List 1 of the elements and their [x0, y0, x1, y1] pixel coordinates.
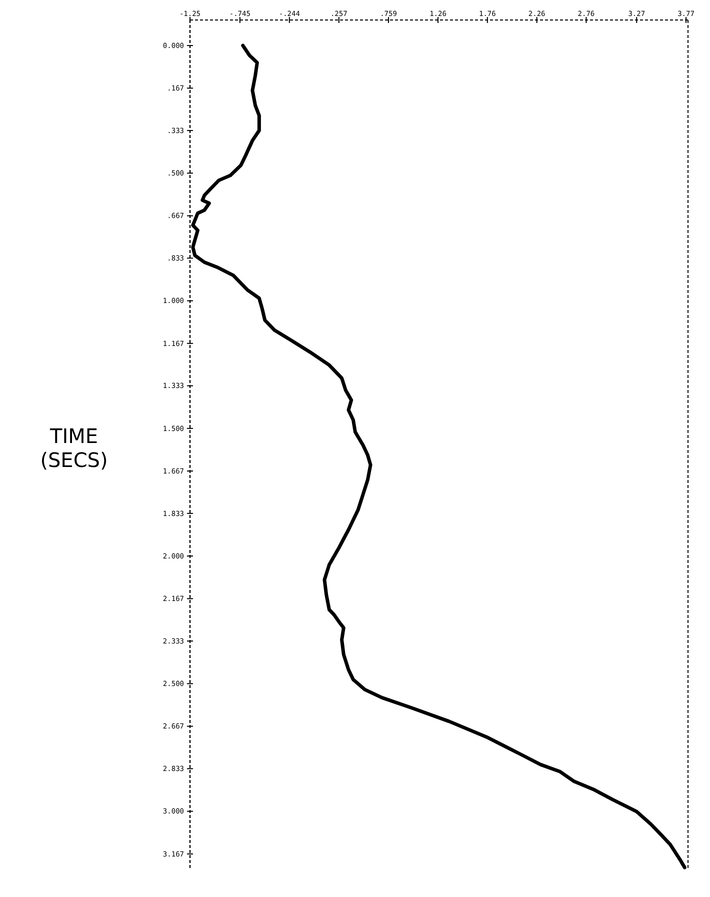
y-axis-title: TIME (SECS): [40, 424, 108, 472]
